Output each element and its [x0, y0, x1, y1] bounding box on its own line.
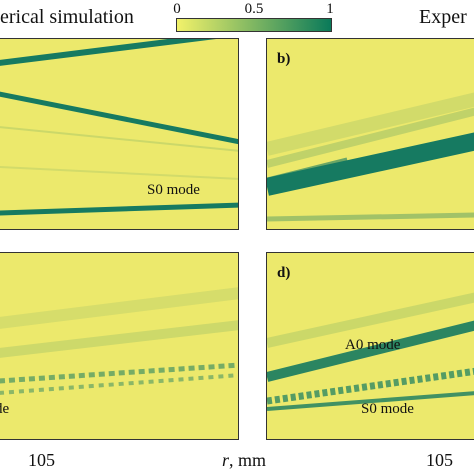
panel-c: de: [0, 252, 239, 440]
panel-b: b): [266, 38, 474, 230]
x-axis-variable: r: [222, 450, 230, 470]
panel-d-a0-mode-label: A0 mode: [345, 337, 401, 353]
panel-d-label: d): [277, 265, 291, 281]
experiment-title: Exper: [419, 6, 467, 28]
x-tick-right: 105: [426, 450, 453, 470]
panel-a-s0-mode-label: S0 mode: [147, 182, 200, 198]
numerical-simulation-title: erical simulation: [0, 6, 134, 28]
panel-b-field: [267, 39, 474, 229]
panel-c-mode-label: de: [0, 401, 10, 417]
x-axis-unit: , mm: [229, 450, 267, 470]
colorbar-tick-1: 1: [326, 1, 334, 17]
x-axis-label: r, mm: [222, 450, 266, 471]
panel-c-field: [0, 253, 238, 439]
wave-line-2: [0, 91, 238, 145]
wave-line-s0: [0, 202, 238, 216]
colorbar-tick-0: 0: [173, 1, 181, 17]
panel-d: d) A0 mode S0 mode: [266, 252, 474, 440]
wave-line-1: [0, 39, 217, 66]
panel-d-s0-mode-label: S0 mode: [361, 401, 414, 417]
x-tick-left: 105: [28, 450, 55, 470]
panel-d-field: [267, 253, 474, 439]
panel-b-label: b): [277, 51, 291, 67]
panel-a: S0 mode: [0, 38, 239, 230]
panel-a-field: [0, 39, 238, 229]
colorbar: [176, 18, 332, 32]
colorbar-tick-05: 0.5: [244, 1, 264, 17]
